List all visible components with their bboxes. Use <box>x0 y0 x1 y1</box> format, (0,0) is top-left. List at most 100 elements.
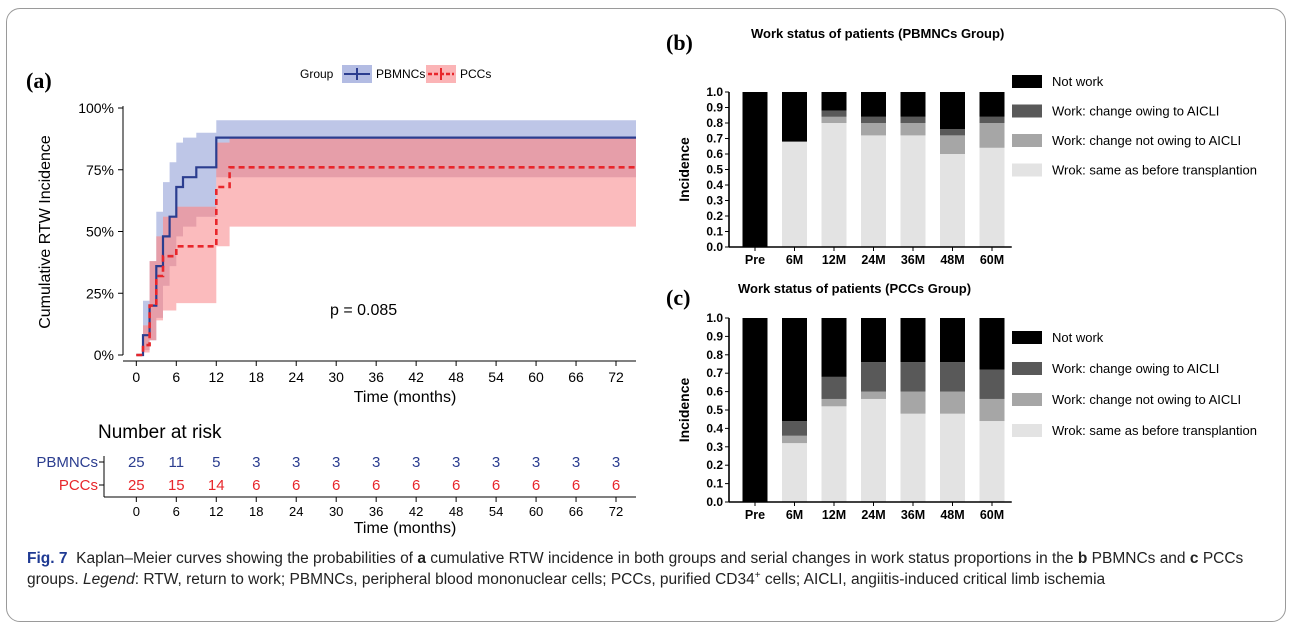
risk-x-tick-label: 18 <box>249 504 263 519</box>
risk-value: 3 <box>372 454 380 471</box>
bar-segment <box>900 116 926 123</box>
bar-segment <box>900 413 926 502</box>
x-tick-label: 0 <box>132 369 140 385</box>
y-tick-label: 0.3 <box>706 440 723 454</box>
x-tick-label: 6M <box>786 253 803 267</box>
bar-segment <box>940 135 965 154</box>
y-tick-label: 0.4 <box>706 421 723 435</box>
y-tick-label: 0.9 <box>706 101 723 115</box>
bar-segment <box>979 147 1005 247</box>
x-tick-label: Pre <box>745 508 765 522</box>
bar-segment <box>821 406 847 502</box>
legend-label: Not work <box>1052 74 1104 89</box>
bar-segment <box>900 92 926 117</box>
bar-segment <box>940 362 965 392</box>
bar-segment <box>861 135 886 247</box>
x-tick-label: 6M <box>786 508 803 522</box>
risk-value: 3 <box>332 454 340 471</box>
risk-x-tick-label: 72 <box>609 504 623 519</box>
bar-segment <box>782 92 807 142</box>
legend-swatch <box>1012 75 1042 88</box>
bar-segment <box>940 318 965 363</box>
risk-x-tick-label: 6 <box>173 504 180 519</box>
bar-segment <box>940 391 965 414</box>
legend-swatch <box>1012 331 1042 344</box>
panel-label-a: (a) <box>26 68 52 93</box>
y-axis-title: Incidence <box>676 378 692 443</box>
bar-segment <box>861 123 886 136</box>
x-tick-label: 24 <box>288 369 304 385</box>
x-tick-label: 12 <box>208 369 224 385</box>
bar-segment <box>979 116 1005 123</box>
caption-text-6: cells; AICLI, angiitis-induced critical … <box>764 571 1106 588</box>
caption-text-3: PBMNCs and <box>1091 550 1186 567</box>
bar-panel-pbmncs: (b) Work status of patients (PBMNCs Group… <box>666 26 1257 267</box>
y-tick-label: 1.0 <box>706 85 723 99</box>
y-tick-label: 0.0 <box>706 495 723 509</box>
risk-value: 6 <box>372 477 380 494</box>
y-tick-label: 0.1 <box>706 225 723 239</box>
x-tick-label: 48M <box>940 253 964 267</box>
y-tick-label: 0.9 <box>706 329 723 343</box>
bar-segment <box>821 116 847 123</box>
y-tick-label: 1.0 <box>706 311 723 325</box>
risk-value: 6 <box>452 477 460 494</box>
y-tick-label: 100% <box>78 100 114 116</box>
caption-legend-word: Legend <box>83 571 135 588</box>
km-panel: 0%25%50%75%100%0 6 12 18 24 30 36 42 48 54 60 66 72T… <box>26 65 637 537</box>
risk-value: 14 <box>208 477 225 494</box>
bar-segment <box>821 123 847 247</box>
x-tick-label: 66 <box>568 369 584 385</box>
y-tick-label: 0.2 <box>706 458 723 472</box>
bar-segment <box>742 92 768 247</box>
legend-label-pbmncs: PBMNCs <box>376 67 425 81</box>
risk-x-tick-label: 12 <box>209 504 223 519</box>
risk-value: 5 <box>212 454 220 471</box>
risk-value: 6 <box>532 477 540 494</box>
bar-panel-pccs: (c) Work status of patients (PCCs Group) P… <box>666 281 1257 522</box>
bar-segment <box>940 92 965 130</box>
bar-segment <box>900 391 926 414</box>
bar-segment <box>821 398 847 407</box>
bar-segment <box>782 443 807 502</box>
bar-segment <box>742 318 768 502</box>
bar-segment <box>821 92 847 111</box>
x-tick-label: 54 <box>488 369 504 385</box>
y-tick-label: 0.1 <box>706 477 723 491</box>
y-tick-label: 0.8 <box>706 116 723 130</box>
y-tick-label: 50% <box>86 224 114 240</box>
bar-segment <box>861 391 886 399</box>
caption-superscript: + <box>754 569 761 581</box>
risk-row-label: PCCs <box>59 477 98 494</box>
risk-x-axis-title: Time (months) <box>354 520 457 537</box>
risk-value: 3 <box>532 454 540 471</box>
bar-segment <box>821 110 847 117</box>
legend-label: Wrok: same as before transplantion <box>1052 163 1257 178</box>
legend-label-pccs: PCCs <box>460 67 491 81</box>
bar-segment <box>979 92 1005 117</box>
risk-value: 3 <box>452 454 460 471</box>
caption-text-5: : RTW, return to work; PBMNCs, periphera… <box>134 571 755 588</box>
risk-x-tick-label: 0 <box>133 504 140 519</box>
figure-number: Fig. 7 <box>27 550 68 567</box>
x-axis-title: Time (months) <box>354 389 457 406</box>
legend-label: Not work <box>1052 330 1104 345</box>
risk-value: 25 <box>128 454 145 471</box>
risk-x-tick-label: 30 <box>329 504 343 519</box>
risk-x-tick-label: 54 <box>489 504 503 519</box>
caption-text-2: cumulative RTW incidence in both groups … <box>430 550 1074 567</box>
p-value-annotation: p = 0.085 <box>330 302 397 319</box>
legend-swatch <box>1012 362 1042 375</box>
x-tick-label: 36M <box>901 508 925 522</box>
y-tick-label: 0.5 <box>706 403 723 417</box>
risk-value: 6 <box>292 477 300 494</box>
caption-ref-c: c <box>1189 550 1199 567</box>
x-tick-label: 42 <box>408 369 424 385</box>
bar-segment <box>940 413 965 502</box>
risk-x-tick-label: 36 <box>369 504 383 519</box>
risk-value: 3 <box>412 454 420 471</box>
y-tick-label: 0.8 <box>706 348 723 362</box>
bar-segment <box>979 123 1005 148</box>
x-tick-label: 12M <box>822 508 846 522</box>
risk-value: 3 <box>292 454 300 471</box>
